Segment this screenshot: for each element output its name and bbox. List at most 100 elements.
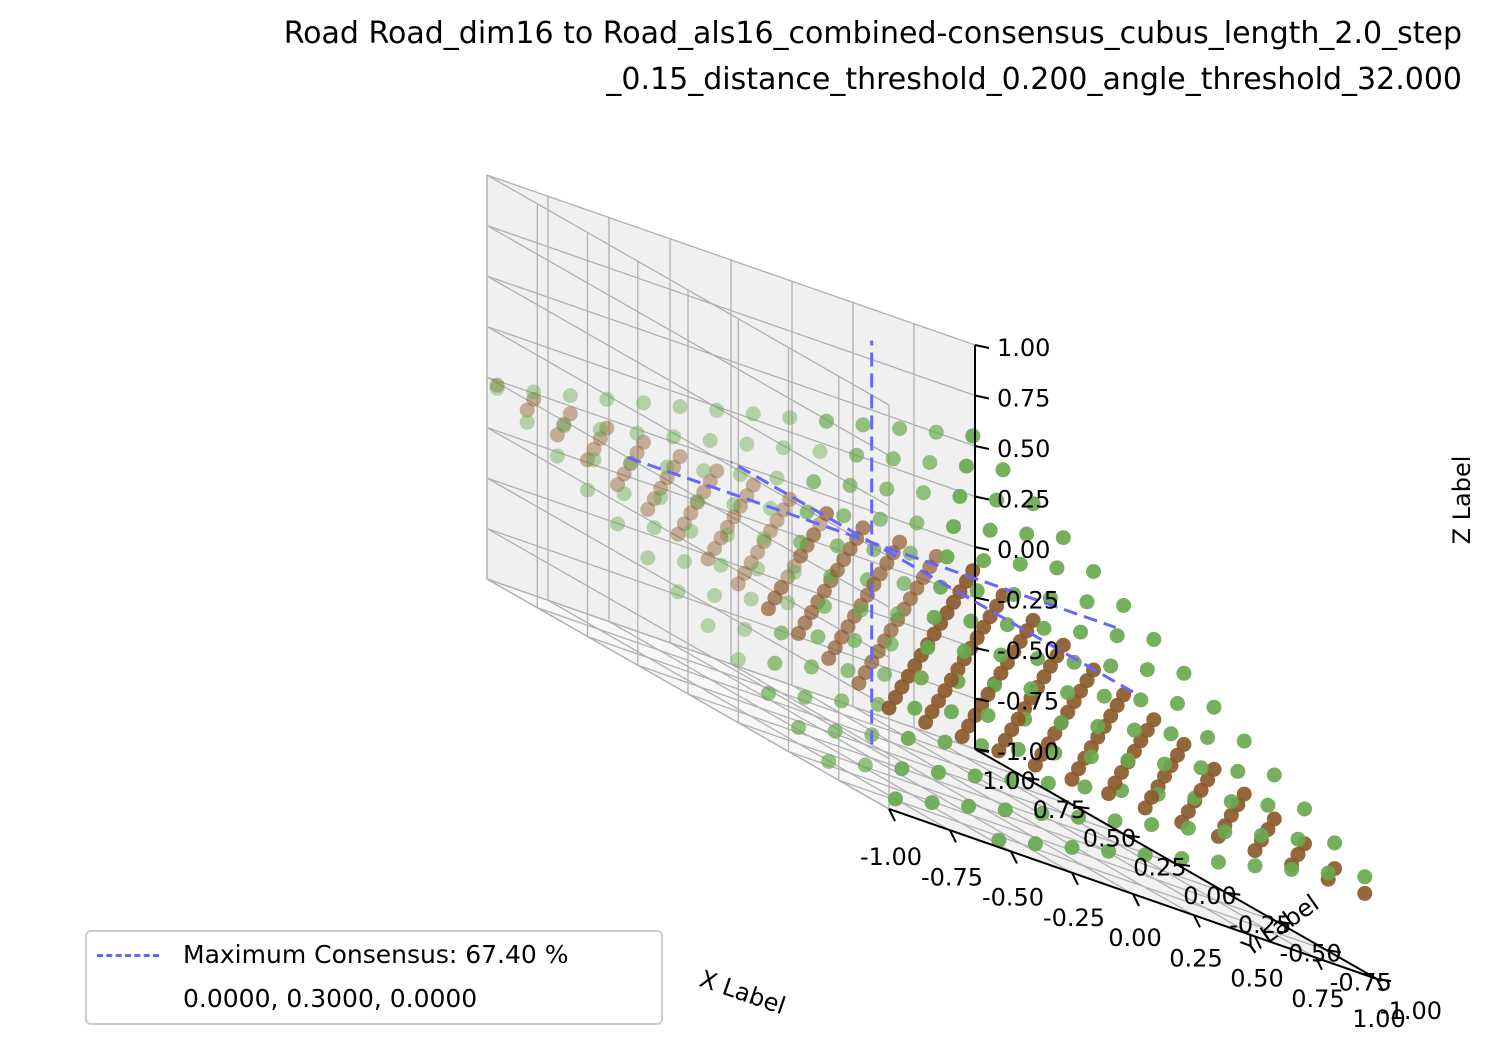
point-series-brown bbox=[737, 565, 753, 581]
z-tick bbox=[974, 394, 990, 400]
point-series-green bbox=[816, 598, 832, 614]
point-series-brown bbox=[1107, 775, 1123, 791]
point-series-green bbox=[1109, 628, 1125, 644]
point-series-green bbox=[1025, 496, 1041, 512]
point-series-green bbox=[1120, 752, 1136, 768]
point-series-green bbox=[737, 621, 753, 637]
x-tick bbox=[949, 829, 957, 843]
point-series-green bbox=[853, 602, 869, 618]
point-series-brown bbox=[519, 402, 535, 418]
point-series-brown bbox=[549, 427, 565, 443]
x-tick-label: 0.75 bbox=[1291, 985, 1344, 1013]
point-series-green bbox=[769, 470, 785, 486]
point-series-green bbox=[888, 791, 903, 807]
grid-left-z bbox=[486, 174, 890, 406]
point-series-green bbox=[659, 459, 675, 475]
point-series-green bbox=[1163, 726, 1179, 742]
point-series-brown bbox=[769, 513, 785, 528]
point-series-brown bbox=[902, 591, 918, 607]
point-series-green bbox=[676, 554, 692, 569]
point-series-green bbox=[989, 492, 1005, 508]
point-series-green bbox=[965, 428, 981, 444]
x-tick-label: -1.00 bbox=[860, 843, 922, 871]
point-series-brown bbox=[750, 544, 766, 560]
point-series-green bbox=[900, 730, 916, 746]
y-tick bbox=[1125, 834, 1140, 839]
point-series-green bbox=[1030, 651, 1045, 667]
point-series-green bbox=[995, 462, 1011, 478]
z-tick-label: -0.25 bbox=[997, 587, 1059, 615]
point-series-green bbox=[782, 410, 798, 426]
point-series-green bbox=[879, 481, 895, 497]
point-series-brown bbox=[719, 519, 735, 535]
point-series-green bbox=[666, 429, 682, 445]
point-series-brown bbox=[989, 598, 1005, 614]
x-tick bbox=[1010, 851, 1018, 864]
point-series-green bbox=[840, 663, 856, 679]
point-series-green bbox=[1012, 556, 1028, 572]
point-series-green bbox=[922, 455, 938, 470]
point-series-green bbox=[592, 422, 608, 437]
point-series-green bbox=[1096, 688, 1112, 704]
point-series-green bbox=[924, 795, 940, 811]
point-series-green bbox=[1073, 624, 1088, 640]
point-series-green bbox=[806, 474, 822, 490]
z-tick-label: 0.25 bbox=[997, 486, 1050, 514]
x-tick-label: 1.00 bbox=[1352, 1005, 1405, 1033]
point-series-green bbox=[804, 659, 819, 675]
point-series-green bbox=[1034, 806, 1050, 822]
point-series-brown bbox=[943, 672, 959, 688]
point-series-brown bbox=[556, 416, 572, 432]
grid-back-z bbox=[486, 174, 976, 346]
point-series-green bbox=[872, 511, 888, 527]
x-tick bbox=[1132, 893, 1140, 907]
y-tick-label: -0.75 bbox=[1330, 968, 1392, 996]
point-series-green bbox=[1217, 824, 1233, 840]
point-series-brown bbox=[629, 445, 645, 461]
point-series-brown bbox=[763, 523, 778, 539]
point-series-brown bbox=[702, 473, 718, 489]
point-series-brown bbox=[610, 477, 626, 493]
point-series-green bbox=[1071, 809, 1086, 825]
point-series-green bbox=[842, 477, 858, 493]
point-series-green bbox=[1133, 692, 1149, 708]
point-series-green bbox=[646, 520, 662, 536]
point-series-brown bbox=[653, 480, 669, 496]
point-series-green bbox=[1036, 620, 1052, 636]
point-series-brown bbox=[883, 622, 899, 638]
point-series-green bbox=[799, 504, 815, 520]
point-series-brown bbox=[924, 704, 940, 720]
point-series-green bbox=[750, 561, 766, 577]
point-series-green bbox=[896, 576, 912, 591]
point-series-green bbox=[1210, 854, 1226, 870]
point-series-green bbox=[1357, 869, 1373, 885]
point-series-brown bbox=[599, 420, 615, 436]
point-series-green bbox=[1083, 749, 1099, 765]
point-series-green bbox=[713, 557, 729, 573]
point-series-green bbox=[1290, 831, 1306, 847]
point-series-brown bbox=[1236, 786, 1252, 802]
point-series-green bbox=[915, 485, 931, 501]
point-series-green bbox=[1284, 862, 1300, 877]
point-series-green bbox=[1206, 699, 1222, 715]
point-series-green bbox=[1180, 820, 1196, 836]
point-series-green bbox=[1027, 836, 1043, 852]
point-series-green bbox=[943, 704, 959, 720]
consensus-lines bbox=[627, 340, 1134, 745]
point-series-green bbox=[836, 508, 852, 524]
point-series-green bbox=[1090, 719, 1106, 734]
point-series-green bbox=[556, 418, 572, 434]
point-series-green bbox=[672, 399, 688, 415]
point-series-green bbox=[709, 402, 725, 418]
point-series-green bbox=[702, 433, 718, 448]
chart-title-line1: Road Road_dim16 to Road_als16_combined-c… bbox=[283, 16, 1462, 51]
point-series-brown bbox=[864, 654, 880, 670]
legend-dashed-line-icon bbox=[97, 954, 159, 957]
point-series-green bbox=[726, 497, 742, 513]
point-series-brown bbox=[855, 520, 871, 536]
point-series-green bbox=[877, 666, 893, 682]
grid-back-z bbox=[486, 325, 976, 498]
point-series-green bbox=[580, 482, 595, 498]
point-series-green bbox=[707, 588, 723, 603]
